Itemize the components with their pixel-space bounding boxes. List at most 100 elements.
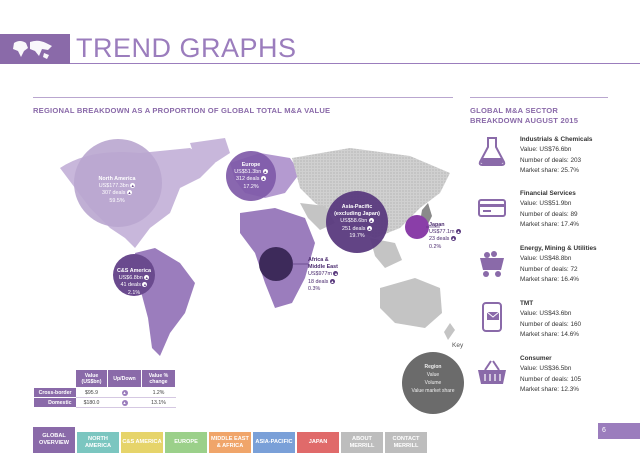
nav-label: CONTACT MERRILL	[392, 435, 420, 449]
up-arrow-icon: ▲	[121, 399, 128, 406]
sector-value: Value: US$36.5bn	[520, 365, 572, 373]
nav-about-merrill[interactable]: ABOUT MERRILL	[341, 432, 383, 453]
nav-contact-merrill[interactable]: CONTACT MERRILL	[385, 432, 427, 453]
sector-name: TMT	[520, 300, 534, 307]
nav-global-overview[interactable]: GLOBAL OVERVIEW	[33, 427, 75, 453]
sector-name: Industrials & Chemicals	[520, 136, 593, 143]
region-value: US$6.8bn	[118, 275, 143, 282]
table-cell-value: $180.0	[75, 397, 108, 408]
region-share: 59.5%	[109, 197, 125, 204]
key-value: Value	[426, 372, 440, 378]
sector-breakdown-title-line2: BREAKDOWN AUGUST 2015	[470, 116, 579, 125]
regional-breakdown-title: REGIONAL BREAKDOWN AS A PROPORTION OF GL…	[33, 106, 331, 115]
region-deals: 307 deals	[102, 190, 126, 197]
key-title: Key	[452, 342, 464, 349]
japan-label: Japan US$77.1m ▲ 23 deals ▲ 0.2%	[429, 222, 469, 251]
greenland-land	[190, 138, 230, 166]
sector-industrials: Industrials & Chemicals Value: US$76.6bn…	[520, 135, 592, 177]
up-arrow-icon: ▲	[455, 229, 461, 235]
sector-deals: Number of deals: 160	[520, 320, 582, 328]
table-header-updown: Up/Down	[107, 369, 142, 388]
nav-label: NORTH AMERICA	[84, 435, 112, 449]
north-america-bubble	[74, 139, 162, 227]
page-number: 6	[598, 423, 640, 439]
table-header-row: Value (US$bn) Up/Down Value % change	[33, 369, 176, 388]
africa-bubble	[259, 247, 293, 281]
sector-name: Consumer	[520, 355, 552, 362]
nav-asia-pacific[interactable]: ASIA-PACIFIC	[253, 432, 295, 453]
region-subname: (excluding Japan)	[334, 211, 380, 218]
asia-pacific-label: Asia-Pacific (excluding Japan) US$58.6bn…	[327, 204, 387, 240]
up-arrow-icon: ▲	[262, 169, 268, 175]
header-rule	[70, 63, 640, 64]
nav-north-america[interactable]: NORTH AMERICA	[77, 432, 119, 453]
sector-deals: Number of deals: 203	[520, 156, 582, 164]
region-share: 0.2%	[429, 243, 442, 250]
sector-value: Value: US$76.6bn	[520, 146, 572, 154]
table-cell-updown: ▲	[107, 387, 142, 398]
region-value: US$177.3bn	[98, 183, 129, 190]
up-arrow-icon: ▲	[260, 176, 266, 182]
region-deals: 18 deals	[308, 278, 329, 285]
sector-share: Market share: 14.6%	[520, 331, 579, 339]
region-name: C&S America	[117, 268, 151, 274]
credit-card-icon	[478, 199, 506, 217]
region-share: 19.7%	[349, 232, 365, 239]
sector-deals: Number of deals: 105	[520, 375, 582, 383]
region-share: 2.1%	[127, 289, 141, 296]
region-share: 0.3%	[308, 285, 321, 292]
up-arrow-icon: ▲	[126, 190, 132, 196]
table-cell-value: $95.9	[75, 387, 108, 398]
nav-japan[interactable]: JAPAN	[297, 432, 339, 453]
africa-middle-east-label: Africa & Middle East US$977m ▲ 18 deals …	[308, 257, 350, 293]
nav-label: MIDDLE EAST & AFRICA	[211, 435, 249, 449]
nav-europe[interactable]: EUROPE	[165, 432, 207, 453]
sector-value: Value: US$43.6bn	[520, 310, 572, 318]
sector-share: Market share: 17.4%	[520, 221, 579, 229]
region-value: US$977m	[308, 271, 332, 278]
sector-value: Value: US$51.9bn	[520, 200, 572, 208]
world-map-icon	[13, 40, 52, 59]
region-deals: 312 deals	[236, 176, 260, 183]
table-row: Cross-border $95.9 ▲ 1.2%	[33, 387, 176, 398]
region-deals: 251 deals	[342, 225, 366, 232]
sector-tmt: TMT Value: US$43.6bn Number of deals: 16…	[520, 299, 581, 341]
sector-share: Market share: 25.7%	[520, 167, 579, 175]
nav-label: JAPAN	[308, 439, 328, 445]
north-america-label: North America US$177.3bn ▲ 307 deals ▲ 5…	[92, 176, 142, 205]
nav-label: C&S AMERICA	[122, 439, 162, 445]
region-deals: 41 deals	[120, 282, 141, 289]
region-name: Europe	[241, 162, 261, 168]
europe-bubble	[226, 151, 276, 201]
japan-bubble	[405, 215, 429, 239]
up-arrow-icon: ▲	[329, 278, 335, 284]
nav-cs-america[interactable]: C&S AMERICA	[121, 432, 163, 453]
sector-name: Energy, Mining & Utilities	[520, 245, 597, 252]
up-arrow-icon: ▲	[121, 389, 128, 396]
region-share: 17.2%	[243, 183, 259, 190]
sector-breakdown-title-line1: GLOBAL M&A SECTOR	[470, 106, 559, 115]
sector-consumer: Consumer Value: US$36.5bn Number of deal…	[520, 354, 581, 396]
sector-energy-mining-utilities: Energy, Mining & Utilities Value: US$48.…	[520, 244, 597, 286]
region-name: North America	[98, 176, 136, 182]
table-cell-change: 1.2%	[141, 387, 176, 398]
nav-middle-east-africa[interactable]: MIDDLE EAST & AFRICA	[209, 432, 251, 453]
region-value: US$51.3bn	[234, 169, 262, 176]
up-arrow-icon: ▲	[333, 271, 339, 277]
region-deals: 23 deals	[429, 236, 450, 243]
sector-deals: Number of deals: 72	[520, 265, 578, 273]
page-title: TREND GRAPHS	[76, 33, 297, 63]
table-header-value: Value (US$bn)	[75, 369, 108, 388]
southeast-asia-land	[370, 238, 402, 268]
cs-america-label: C&S America US$6.8bn ▲ 41 deals ▲ 2.1%	[109, 268, 159, 297]
sector-deals: Number of deals: 89	[520, 210, 578, 218]
region-value: US$58.6bn	[340, 218, 368, 225]
up-arrow-icon: ▲	[144, 275, 150, 281]
up-arrow-icon: ▲	[130, 183, 136, 189]
sector-share: Market share: 12.3%	[520, 386, 579, 394]
region-name: Japan	[429, 222, 445, 228]
key-market-share: Value market share	[411, 388, 455, 394]
nav-label: GLOBAL OVERVIEW	[38, 433, 70, 446]
up-arrow-icon: ▲	[366, 225, 372, 231]
up-arrow-icon: ▲	[450, 236, 456, 242]
